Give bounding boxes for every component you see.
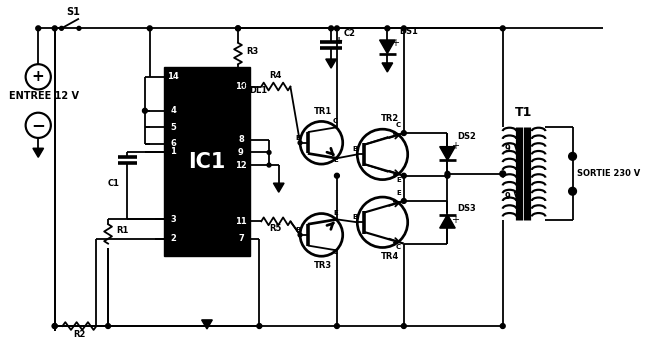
Circle shape bbox=[500, 26, 505, 31]
Circle shape bbox=[569, 187, 576, 195]
Polygon shape bbox=[326, 59, 336, 68]
Text: 12: 12 bbox=[235, 160, 247, 170]
Text: C: C bbox=[333, 118, 338, 125]
Text: DS1: DS1 bbox=[399, 27, 418, 36]
Text: +: + bbox=[335, 36, 343, 46]
Circle shape bbox=[298, 141, 302, 145]
Circle shape bbox=[500, 171, 506, 177]
Polygon shape bbox=[230, 86, 246, 98]
Polygon shape bbox=[439, 215, 455, 228]
Polygon shape bbox=[33, 148, 44, 157]
Text: E: E bbox=[396, 190, 401, 196]
Circle shape bbox=[445, 171, 450, 176]
Circle shape bbox=[445, 173, 450, 178]
Circle shape bbox=[385, 26, 390, 31]
Text: C: C bbox=[396, 244, 401, 250]
Circle shape bbox=[147, 26, 152, 31]
Text: 9: 9 bbox=[238, 148, 244, 157]
Circle shape bbox=[402, 324, 406, 329]
Text: B: B bbox=[295, 227, 301, 233]
Text: TR3: TR3 bbox=[314, 261, 332, 270]
Text: C1: C1 bbox=[108, 179, 120, 188]
Text: 11: 11 bbox=[235, 217, 247, 226]
Polygon shape bbox=[379, 40, 395, 54]
Circle shape bbox=[298, 233, 302, 237]
Text: 10: 10 bbox=[235, 82, 246, 91]
Circle shape bbox=[36, 26, 40, 31]
Text: R3: R3 bbox=[246, 46, 259, 56]
Circle shape bbox=[402, 26, 406, 31]
Text: E: E bbox=[396, 176, 401, 183]
Polygon shape bbox=[233, 106, 243, 115]
Text: E: E bbox=[333, 157, 338, 163]
Text: SORTIE 230 V: SORTIE 230 V bbox=[578, 169, 641, 178]
Text: 9 V: 9 V bbox=[505, 143, 520, 152]
Polygon shape bbox=[382, 63, 393, 72]
Text: B: B bbox=[353, 215, 358, 220]
Text: +: + bbox=[451, 215, 460, 225]
Text: R5: R5 bbox=[270, 224, 282, 233]
Circle shape bbox=[334, 324, 339, 329]
Polygon shape bbox=[273, 183, 284, 192]
Circle shape bbox=[267, 151, 271, 154]
Text: ENTREE 12 V: ENTREE 12 V bbox=[9, 91, 79, 101]
Text: DS2: DS2 bbox=[457, 132, 476, 141]
Text: DS3: DS3 bbox=[457, 204, 476, 213]
Text: C2: C2 bbox=[344, 29, 356, 38]
Circle shape bbox=[267, 163, 271, 167]
Text: TR2: TR2 bbox=[381, 114, 399, 123]
Circle shape bbox=[235, 26, 241, 31]
Text: 2: 2 bbox=[170, 234, 176, 243]
Text: 3: 3 bbox=[170, 215, 176, 224]
Text: R2: R2 bbox=[74, 330, 86, 339]
Circle shape bbox=[52, 324, 57, 329]
Circle shape bbox=[257, 324, 261, 329]
Text: R4: R4 bbox=[270, 71, 282, 80]
Text: 7: 7 bbox=[238, 234, 244, 243]
Text: TR1: TR1 bbox=[314, 107, 332, 116]
Circle shape bbox=[59, 26, 63, 30]
Text: T1: T1 bbox=[514, 106, 532, 119]
Circle shape bbox=[402, 173, 406, 178]
Polygon shape bbox=[201, 320, 213, 329]
Text: DL1: DL1 bbox=[250, 86, 268, 95]
Circle shape bbox=[106, 324, 110, 329]
Circle shape bbox=[52, 26, 57, 31]
Circle shape bbox=[334, 26, 339, 31]
Text: B: B bbox=[353, 147, 358, 152]
Text: S1: S1 bbox=[67, 7, 80, 17]
Text: C: C bbox=[333, 249, 338, 255]
Polygon shape bbox=[439, 147, 455, 160]
Text: 4: 4 bbox=[170, 106, 176, 115]
Text: C: C bbox=[396, 122, 401, 128]
Text: +: + bbox=[32, 69, 44, 84]
Text: +: + bbox=[391, 38, 399, 48]
Text: IC1: IC1 bbox=[188, 152, 226, 172]
Text: 8: 8 bbox=[238, 135, 244, 144]
Circle shape bbox=[143, 108, 147, 113]
Text: R1: R1 bbox=[116, 226, 128, 235]
Text: 6: 6 bbox=[170, 139, 176, 148]
Text: 9 V: 9 V bbox=[505, 192, 520, 201]
Text: −: − bbox=[31, 116, 45, 134]
Circle shape bbox=[52, 324, 57, 329]
Text: 1: 1 bbox=[170, 147, 176, 156]
Circle shape bbox=[402, 131, 406, 135]
Text: TR4: TR4 bbox=[381, 252, 399, 261]
Text: B: B bbox=[295, 135, 301, 141]
Circle shape bbox=[334, 173, 339, 178]
Text: E: E bbox=[333, 211, 338, 216]
Circle shape bbox=[500, 324, 505, 329]
Bar bbox=[164, 67, 250, 256]
Circle shape bbox=[77, 26, 81, 30]
Text: 5: 5 bbox=[170, 123, 176, 132]
Circle shape bbox=[329, 26, 334, 31]
Circle shape bbox=[402, 199, 406, 203]
Circle shape bbox=[569, 152, 576, 160]
Circle shape bbox=[235, 26, 241, 31]
Text: +: + bbox=[451, 140, 460, 151]
Text: 14: 14 bbox=[167, 72, 179, 81]
